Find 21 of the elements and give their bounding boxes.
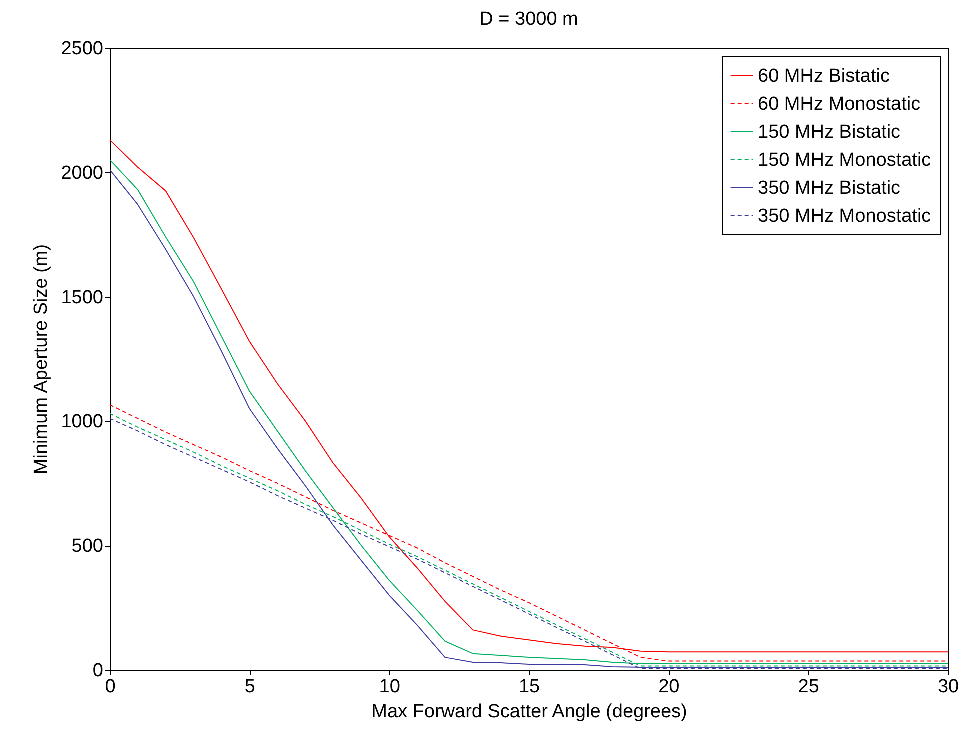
x-tick-label: 25 [798, 676, 820, 698]
x-tick-label: 20 [658, 676, 680, 698]
x-tick-label: 30 [938, 676, 960, 698]
y-axis-title: Minimum Aperture Size (m) [31, 244, 52, 475]
legend-label: 60 MHz Monostatic [758, 94, 921, 115]
x-tick-label: 15 [518, 676, 540, 698]
y-tick-label: 1500 [61, 287, 104, 308]
legend-label: 60 MHz Bistatic [758, 66, 890, 87]
x-tick-label: 5 [244, 676, 256, 698]
y-tick-label: 0 [92, 660, 104, 682]
x-tick-label: 10 [379, 676, 400, 698]
y-tick-label: 500 [72, 536, 104, 558]
legend-label: 350 MHz Bistatic [758, 178, 901, 199]
legend-label: 150 MHz Monostatic [758, 150, 932, 171]
y-tick-label: 2500 [61, 38, 104, 60]
x-axis-title: Max Forward Scatter Angle (degrees) [372, 702, 688, 722]
y-tick-label: 2000 [61, 162, 104, 184]
chart-title: D = 3000 m [480, 9, 578, 30]
y-tick-label: 1000 [61, 412, 104, 433]
legend-label: 150 MHz Bistatic [758, 122, 901, 143]
legend-label: 350 MHz Monostatic [758, 206, 932, 227]
